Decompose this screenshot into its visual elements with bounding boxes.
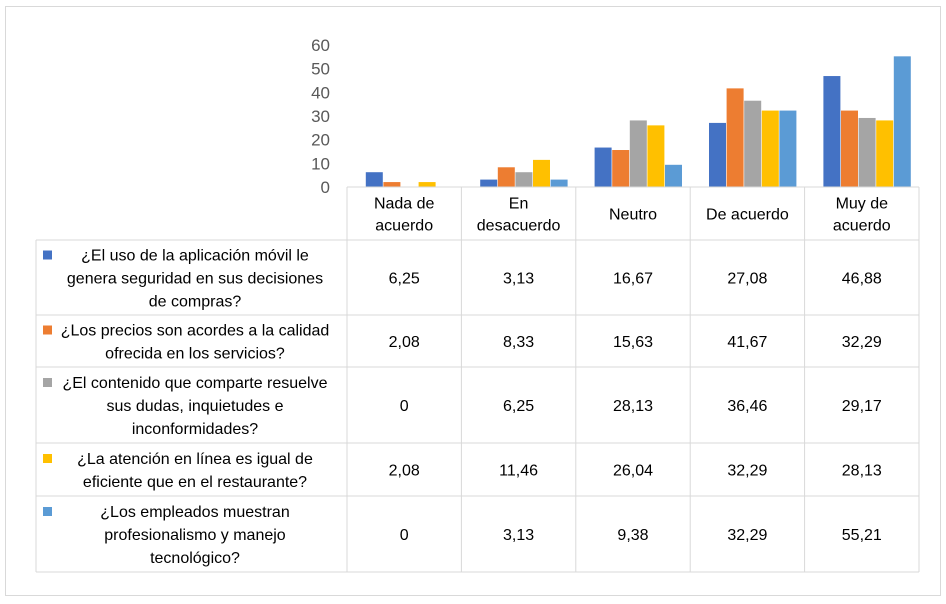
y-tick-label: 60 xyxy=(311,36,330,55)
data-label: 28,13 xyxy=(613,398,653,415)
legend-label: inconformidades? xyxy=(132,421,258,438)
y-tick-label: 50 xyxy=(311,60,330,79)
bar xyxy=(515,172,533,187)
bar xyxy=(779,110,797,187)
data-label: 2,08 xyxy=(389,334,420,351)
bar xyxy=(533,159,550,187)
x-tick-label: En xyxy=(509,196,529,213)
bar xyxy=(858,117,876,187)
data-label: 2,08 xyxy=(389,463,420,480)
x-tick-label: Muy de xyxy=(836,196,889,213)
x-tick-label: De acuerdo xyxy=(706,207,789,224)
legend-swatch xyxy=(43,250,52,260)
y-tick-label: 0 xyxy=(321,178,330,197)
bar xyxy=(550,179,568,187)
legend-label: ¿El contenido que comparte resuelve xyxy=(62,375,327,392)
bar xyxy=(744,100,762,187)
legend-swatch xyxy=(43,454,52,463)
data-label: 46,88 xyxy=(842,271,882,288)
data-label: 36,46 xyxy=(727,398,767,415)
legend-swatch xyxy=(43,325,52,335)
legend-label: ¿El uso de la aplicación móvil le xyxy=(81,248,309,265)
data-label: 6,25 xyxy=(503,398,534,415)
legend-label: ¿Los precios son acordes a la calidad xyxy=(61,323,330,340)
data-label: 32,29 xyxy=(727,527,767,544)
bar xyxy=(594,147,612,187)
y-tick-label: 30 xyxy=(311,107,330,126)
bar xyxy=(823,76,841,187)
bar xyxy=(629,120,647,187)
bar xyxy=(876,120,894,187)
y-tick-label: 10 xyxy=(311,154,330,173)
data-label: 6,25 xyxy=(389,271,420,288)
x-tick-label: acuerdo xyxy=(375,218,433,235)
data-label: 41,67 xyxy=(727,334,767,351)
legend-label: ¿Los empleados muestran xyxy=(100,504,289,521)
data-label: 11,46 xyxy=(499,463,538,480)
bar xyxy=(480,179,498,187)
data-label: 16,67 xyxy=(613,271,653,288)
legend-label: de compras? xyxy=(149,294,242,311)
bar xyxy=(365,172,383,187)
bar xyxy=(665,164,682,187)
legend-label: genera seguridad en sus decisiones xyxy=(67,271,323,288)
data-label: 3,13 xyxy=(503,271,534,288)
bar xyxy=(709,122,726,187)
legend-label: ¿La atención en línea es igual de xyxy=(77,451,313,468)
bar xyxy=(726,88,744,187)
x-tick-label: Neutro xyxy=(609,207,657,224)
x-tick-label: Nada de xyxy=(374,196,435,213)
legend-label: eficiente que en el restaurante? xyxy=(83,474,307,491)
data-label: 8,33 xyxy=(503,334,534,351)
data-label: 0 xyxy=(400,398,409,415)
bar xyxy=(383,182,401,187)
bar xyxy=(893,56,911,187)
bar xyxy=(497,167,515,187)
y-tick-label: 20 xyxy=(311,131,330,150)
legend-label: ofrecida en los servicios? xyxy=(105,346,285,363)
legend-label: profesionalismo y manejo xyxy=(104,527,286,544)
data-label: 32,29 xyxy=(842,334,882,351)
legend-swatch xyxy=(43,507,52,516)
legend-swatch xyxy=(43,378,52,387)
data-label: 55,21 xyxy=(842,527,882,544)
x-tick-label: acuerdo xyxy=(833,218,891,235)
chart-frame xyxy=(5,6,941,596)
data-label: 28,13 xyxy=(842,463,882,480)
data-label: 27,08 xyxy=(727,271,767,288)
data-label: 15,63 xyxy=(613,334,653,351)
data-label: 3,13 xyxy=(503,527,534,544)
data-label: 29,17 xyxy=(842,398,882,415)
bar xyxy=(647,125,665,187)
bar xyxy=(612,150,630,187)
data-label: 32,29 xyxy=(727,463,767,480)
bar xyxy=(418,182,436,187)
bar xyxy=(761,110,779,187)
bar xyxy=(841,110,858,187)
x-tick-label: desacuerdo xyxy=(477,218,561,235)
data-label: 0 xyxy=(400,527,409,544)
legend-label: sus dudas, inquietudes e xyxy=(106,398,283,415)
legend-label: tecnológico? xyxy=(150,550,240,567)
data-label: 9,38 xyxy=(617,527,648,544)
y-tick-label: 40 xyxy=(311,83,330,102)
data-label: 26,04 xyxy=(613,463,653,480)
